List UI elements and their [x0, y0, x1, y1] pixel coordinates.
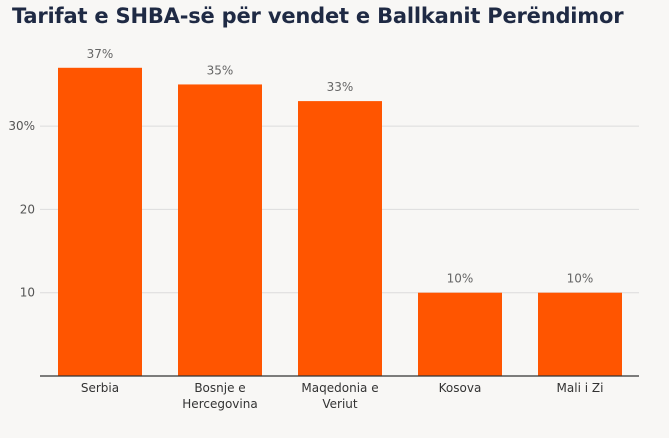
x-tick-label: Hercegovina — [182, 397, 257, 411]
y-tick-label: 30% — [8, 119, 35, 133]
data-label: 35% — [207, 63, 234, 77]
y-tick-label: 20 — [20, 202, 35, 216]
data-label: 10% — [447, 272, 474, 286]
data-label: 10% — [567, 272, 594, 286]
bar — [58, 67, 142, 376]
bar — [418, 292, 502, 376]
data-label: 33% — [327, 80, 354, 94]
bar — [178, 84, 262, 376]
bar — [538, 292, 622, 376]
bar — [298, 101, 382, 377]
x-tick-label: Maqedonia e — [301, 381, 378, 395]
chart-title: Tarifat e SHBA-së për vendet e Ballkanit… — [12, 4, 624, 28]
x-tick-label: Mali i Zi — [557, 381, 604, 395]
x-tick-label: Veriut — [322, 397, 358, 411]
x-tick-label: Bosnje e — [194, 381, 245, 395]
data-label: 37% — [87, 47, 114, 61]
x-tick-label: Kosova — [439, 381, 482, 395]
x-tick-label: Serbia — [81, 381, 119, 395]
y-tick-label: 10 — [20, 286, 35, 300]
